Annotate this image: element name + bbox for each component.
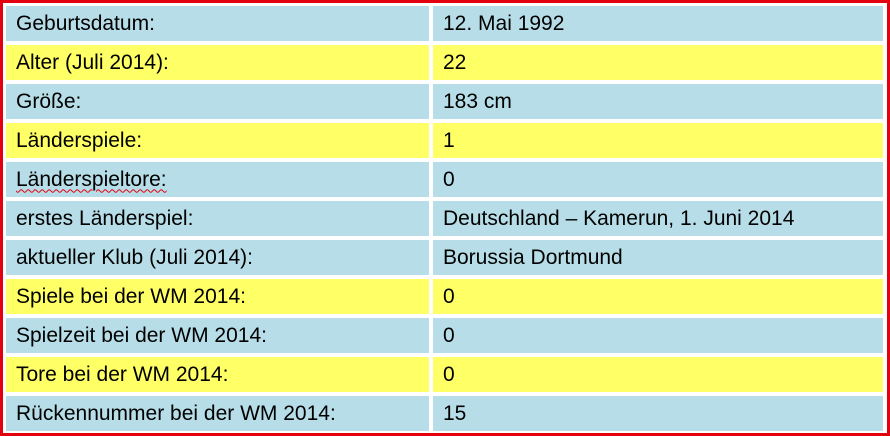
label-cell: Spiele bei der WM 2014: <box>6 279 429 314</box>
label-cell: Länderspieltore: <box>6 162 429 197</box>
label-cell: Tore bei der WM 2014: <box>6 357 429 392</box>
label-cell: Geburtsdatum: <box>6 6 429 41</box>
label-cell: Rückennummer bei der WM 2014: <box>6 396 429 431</box>
value-cell: 15 <box>433 396 883 431</box>
table-row: aktueller Klub (Juli 2014): Borussia Dort… <box>6 240 883 275</box>
label-cell: Spielzeit bei der WM 2014: <box>6 318 429 353</box>
value-cell: 1 <box>433 123 883 158</box>
value-cell: Borussia Dortmund <box>433 240 883 275</box>
value-cell: Deutschland – Kamerun, 1. Juni 2014 <box>433 201 883 236</box>
table-row: Tore bei der WM 2014: 0 <box>6 357 883 392</box>
value-cell: 22 <box>433 45 883 80</box>
label-cell: aktueller Klub (Juli 2014): <box>6 240 429 275</box>
label-cell: Größe: <box>6 84 429 119</box>
value-cell: 0 <box>433 357 883 392</box>
table-row: Länderspieltore: 0 <box>6 162 883 197</box>
label-cell: Alter (Juli 2014): <box>6 45 429 80</box>
value-cell: 0 <box>433 318 883 353</box>
value-cell: 0 <box>433 162 883 197</box>
table-row: erstes Länderspiel: Deutschland – Kamerun… <box>6 201 883 236</box>
table-row: Spiele bei der WM 2014: 0 <box>6 279 883 314</box>
label-cell: erstes Länderspiel: <box>6 201 429 236</box>
label-cell: Länderspiele: <box>6 123 429 158</box>
table-row: Geburtsdatum: 12. Mai 1992 <box>6 6 883 41</box>
table-row: Größe: 183 cm <box>6 84 883 119</box>
table-row: Alter (Juli 2014): 22 <box>6 45 883 80</box>
value-cell: 12. Mai 1992 <box>433 6 883 41</box>
value-cell: 183 cm <box>433 84 883 119</box>
table-row: Rückennummer bei der WM 2014: 15 <box>6 396 883 431</box>
spellcheck-text: Länderspieltore: <box>16 167 167 191</box>
value-cell: 0 <box>433 279 883 314</box>
table-row: Länderspiele: 1 <box>6 123 883 158</box>
table-row: Spielzeit bei der WM 2014: 0 <box>6 318 883 353</box>
